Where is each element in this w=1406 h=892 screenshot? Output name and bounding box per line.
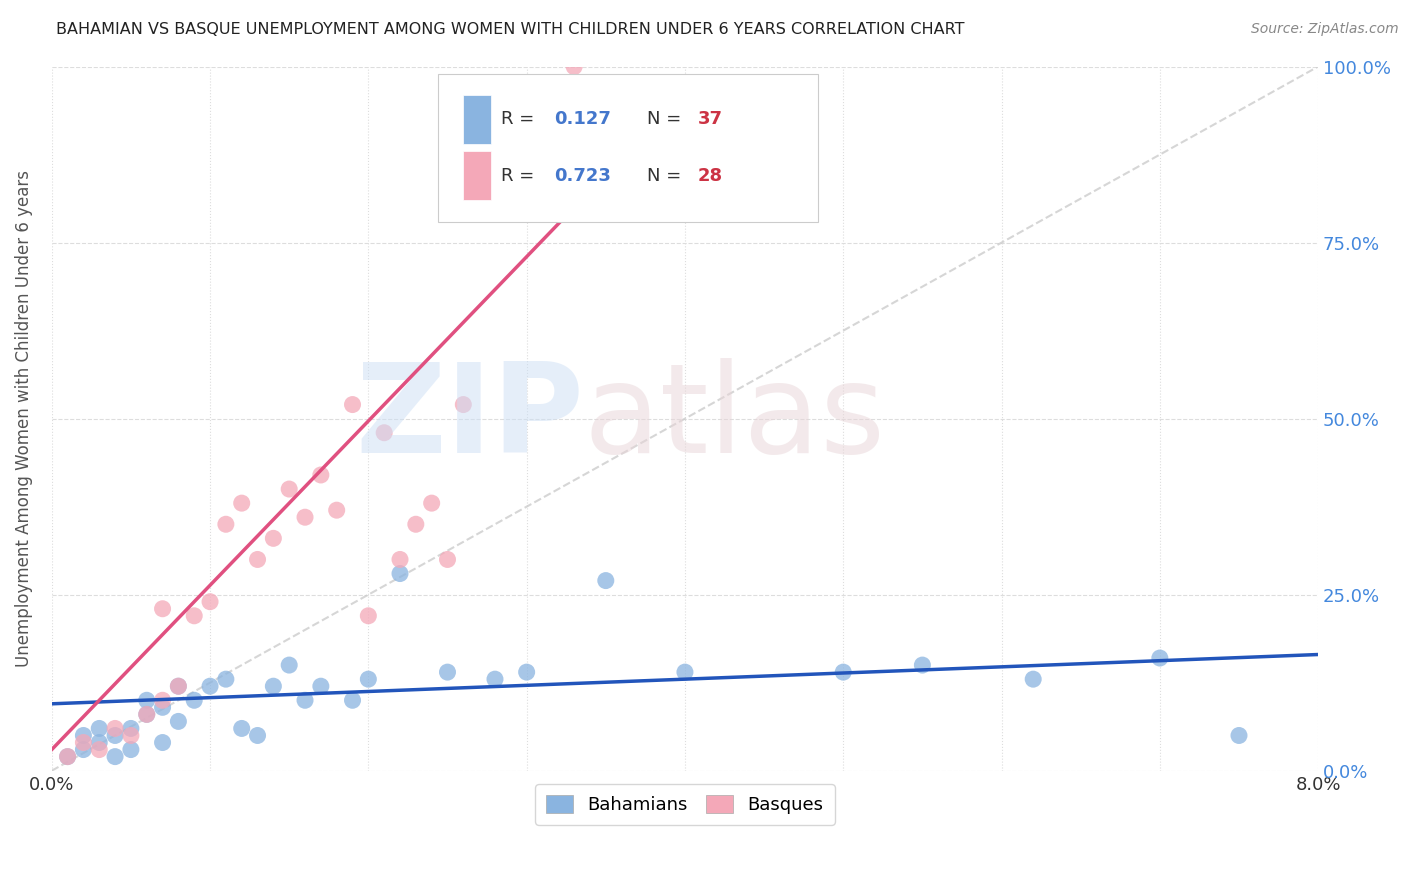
Text: 0.723: 0.723 xyxy=(554,167,612,185)
Point xyxy=(152,601,174,615)
Text: 37: 37 xyxy=(697,111,723,128)
Point xyxy=(562,60,585,74)
Y-axis label: Unemployment Among Women with Children Under 6 years: Unemployment Among Women with Children U… xyxy=(15,170,32,667)
Point xyxy=(405,517,427,532)
Point xyxy=(135,707,157,722)
Point xyxy=(436,552,458,566)
Point xyxy=(420,496,443,510)
Point xyxy=(388,566,411,581)
FancyBboxPatch shape xyxy=(439,74,818,221)
Point xyxy=(167,714,190,729)
Point xyxy=(484,672,506,686)
Point xyxy=(231,496,253,510)
Point xyxy=(373,425,395,440)
Point xyxy=(183,608,205,623)
Point xyxy=(72,729,94,743)
Point xyxy=(1022,672,1045,686)
Point xyxy=(1227,729,1250,743)
Point xyxy=(342,398,364,412)
Point xyxy=(104,729,127,743)
Point xyxy=(911,658,934,673)
Point xyxy=(262,679,284,693)
Point xyxy=(673,665,696,679)
Point xyxy=(198,679,221,693)
Point xyxy=(215,517,238,532)
Legend: Bahamians, Basques: Bahamians, Basques xyxy=(536,784,835,825)
Point xyxy=(89,735,111,749)
Point xyxy=(262,532,284,546)
Point xyxy=(357,672,380,686)
Point xyxy=(120,742,142,756)
Point xyxy=(342,693,364,707)
FancyBboxPatch shape xyxy=(464,151,491,201)
Point xyxy=(278,658,301,673)
Text: R =: R = xyxy=(502,167,540,185)
Text: atlas: atlas xyxy=(583,359,886,479)
Point xyxy=(167,679,190,693)
Point xyxy=(56,749,79,764)
Text: 28: 28 xyxy=(697,167,723,185)
Text: BAHAMIAN VS BASQUE UNEMPLOYMENT AMONG WOMEN WITH CHILDREN UNDER 6 YEARS CORRELAT: BAHAMIAN VS BASQUE UNEMPLOYMENT AMONG WO… xyxy=(56,22,965,37)
Point xyxy=(89,722,111,736)
Text: ZIP: ZIP xyxy=(354,359,583,479)
Point xyxy=(309,679,332,693)
Point xyxy=(89,742,111,756)
Text: N =: N = xyxy=(647,167,688,185)
Point xyxy=(278,482,301,496)
Text: 0.127: 0.127 xyxy=(554,111,612,128)
Point xyxy=(72,735,94,749)
Point xyxy=(832,665,855,679)
Point xyxy=(135,693,157,707)
Point xyxy=(246,729,269,743)
Point xyxy=(167,679,190,693)
Text: N =: N = xyxy=(647,111,688,128)
FancyBboxPatch shape xyxy=(464,95,491,144)
Point xyxy=(183,693,205,707)
Point xyxy=(453,398,475,412)
Point xyxy=(325,503,347,517)
Point xyxy=(294,510,316,524)
Point xyxy=(152,735,174,749)
Point xyxy=(436,665,458,679)
Point xyxy=(152,693,174,707)
Point xyxy=(104,722,127,736)
Point xyxy=(388,552,411,566)
Point xyxy=(1149,651,1171,665)
Point xyxy=(152,700,174,714)
Point xyxy=(246,552,269,566)
Point xyxy=(231,722,253,736)
Point xyxy=(120,722,142,736)
Point xyxy=(104,749,127,764)
Point xyxy=(198,595,221,609)
Point xyxy=(595,574,617,588)
Point xyxy=(72,742,94,756)
Point xyxy=(56,749,79,764)
Point xyxy=(135,707,157,722)
Point xyxy=(294,693,316,707)
Point xyxy=(215,672,238,686)
Text: Source: ZipAtlas.com: Source: ZipAtlas.com xyxy=(1251,22,1399,37)
Point xyxy=(309,467,332,482)
Text: R =: R = xyxy=(502,111,540,128)
Point xyxy=(516,665,538,679)
Point xyxy=(120,729,142,743)
Point xyxy=(357,608,380,623)
